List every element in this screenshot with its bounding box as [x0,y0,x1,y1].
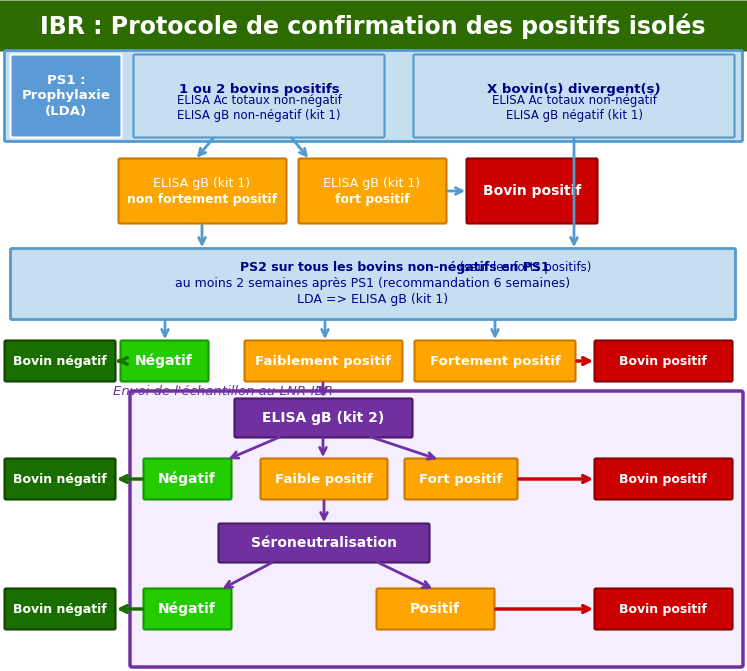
Text: Fortement positif: Fortement positif [430,354,560,368]
FancyBboxPatch shape [4,588,116,629]
Text: Bovin négatif: Bovin négatif [13,603,107,615]
FancyBboxPatch shape [595,340,733,382]
Text: Bovin positif: Bovin positif [619,472,707,486]
FancyBboxPatch shape [119,158,287,223]
FancyBboxPatch shape [10,248,736,319]
FancyBboxPatch shape [0,1,747,52]
Text: ELISA gB (kit 1): ELISA gB (kit 1) [323,176,421,189]
FancyBboxPatch shape [466,158,598,223]
Text: LDA => ELISA gB (kit 1): LDA => ELISA gB (kit 1) [297,293,448,307]
FancyBboxPatch shape [235,399,412,437]
Text: ELISA Ac totaux non-négatif
ELISA gB non-négatif (kit 1): ELISA Ac totaux non-négatif ELISA gB non… [176,94,341,122]
Text: au moins 2 semaines après PS1 (recommandation 6 semaines): au moins 2 semaines après PS1 (recommand… [176,278,571,291]
Text: PS2 sur tous les bovins non-négatifs en PS1: PS2 sur tous les bovins non-négatifs en … [240,262,554,274]
Text: Bovin positif: Bovin positif [619,603,707,615]
Text: 1 ou 2 bovins positifs: 1 ou 2 bovins positifs [179,83,339,97]
FancyBboxPatch shape [595,458,733,499]
Text: ELISA gB (kit 1): ELISA gB (kit 1) [153,176,250,189]
Text: Bovin négatif: Bovin négatif [13,354,107,368]
Text: (sauf les forts positifs): (sauf les forts positifs) [242,262,592,274]
Text: ELISA gB (kit 2): ELISA gB (kit 2) [262,411,384,425]
FancyBboxPatch shape [415,340,575,382]
FancyBboxPatch shape [595,588,733,629]
FancyBboxPatch shape [299,158,447,223]
FancyBboxPatch shape [10,54,122,138]
FancyBboxPatch shape [4,458,116,499]
FancyBboxPatch shape [244,340,403,382]
Text: Bovin positif: Bovin positif [483,184,581,198]
Text: IBR : Protocole de confirmation des positifs isolés: IBR : Protocole de confirmation des posi… [40,13,706,39]
FancyBboxPatch shape [404,458,518,499]
Text: Séroneutralisation: Séroneutralisation [251,536,397,550]
Text: Bovin positif: Bovin positif [619,354,707,368]
Text: fort positif: fort positif [335,193,409,207]
Text: Négatif: Négatif [158,602,216,616]
FancyBboxPatch shape [120,340,208,382]
FancyBboxPatch shape [261,458,388,499]
FancyBboxPatch shape [376,588,495,629]
Text: PS1 :
Prophylaxie
(LDA): PS1 : Prophylaxie (LDA) [22,74,111,117]
FancyBboxPatch shape [143,588,232,629]
Text: Faiblement positif: Faiblement positif [255,354,391,368]
FancyBboxPatch shape [219,523,430,562]
Text: Fort positif: Fort positif [419,472,503,486]
FancyBboxPatch shape [414,54,734,138]
Text: Bovin négatif: Bovin négatif [13,472,107,486]
FancyBboxPatch shape [130,391,743,667]
Text: Positif: Positif [410,602,460,616]
Text: Envoi de l'échantillon au LNR-IBR: Envoi de l'échantillon au LNR-IBR [113,385,333,398]
FancyBboxPatch shape [4,340,116,382]
FancyBboxPatch shape [143,458,232,499]
FancyBboxPatch shape [4,50,743,142]
Text: Faible positif: Faible positif [275,472,373,486]
Text: ELISA Ac totaux non-négatif
ELISA gB négatif (kit 1): ELISA Ac totaux non-négatif ELISA gB nég… [492,94,657,122]
FancyBboxPatch shape [134,54,385,138]
Text: non fortement positif: non fortement positif [127,193,277,207]
Text: X bovin(s) divergent(s): X bovin(s) divergent(s) [487,83,661,97]
Text: Négatif: Négatif [135,354,193,368]
Text: Négatif: Négatif [158,472,216,486]
